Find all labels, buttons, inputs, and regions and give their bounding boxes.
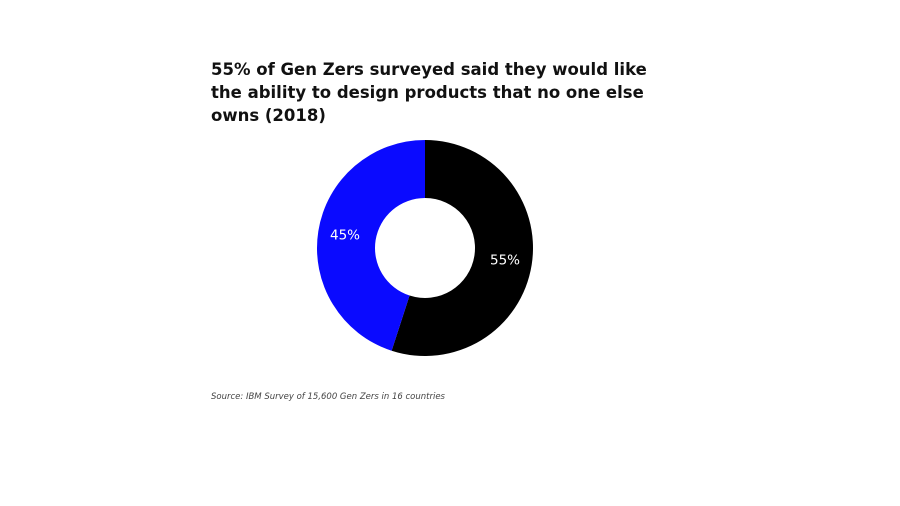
slice-label-2: 45% — [330, 227, 360, 243]
donut-slices — [317, 140, 533, 357]
donut-slice-1 — [391, 140, 533, 357]
source-note: Source: IBM Survey of 15,600 Gen Zers in… — [211, 392, 445, 402]
donut-slice-2 — [317, 140, 425, 351]
slice-label-1: 55% — [490, 253, 520, 269]
donut-labels: 55% 45% — [330, 227, 520, 268]
chart-title: 55% of Gen Zers surveyed said they would… — [211, 60, 647, 125]
